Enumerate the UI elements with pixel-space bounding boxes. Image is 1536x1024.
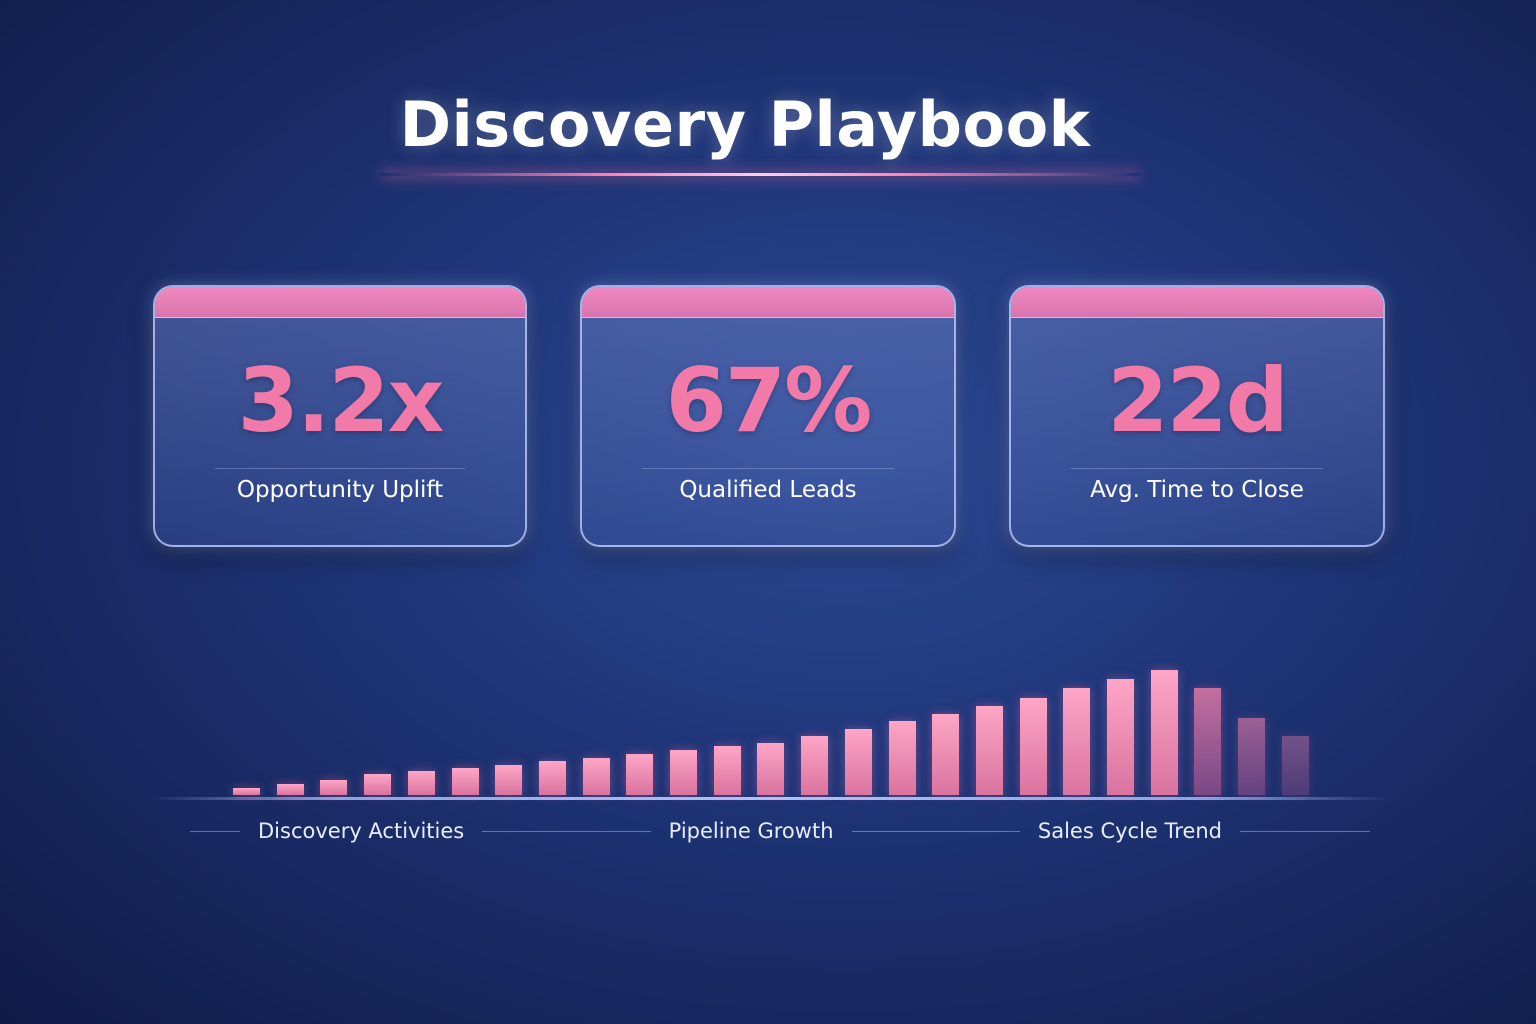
bar-chart [150,640,1390,810]
page-title: Discovery Playbook [399,88,1091,161]
divider [482,830,651,832]
divider [215,468,465,469]
chart-bar [451,767,479,795]
kpi-label: Avg. Time to Close [1090,477,1304,503]
chart-bar [364,773,392,795]
chart-bar [320,780,348,795]
chart-bar [1150,670,1178,795]
legend-pipeline-growth: Pipeline Growth [668,819,834,843]
chart-bar [801,736,829,795]
chart-bar [626,753,654,795]
chart-bar [713,746,741,795]
chart-bar [233,787,260,795]
chart-bar [1063,687,1091,795]
chart-bar [538,761,566,795]
chart-bar [975,706,1003,795]
kpi-value: 3.2x [237,349,445,452]
chart-legend: Discovery Activities Pipeline Growth Sal… [190,816,1370,846]
chart-bar [757,742,785,795]
title-underline [380,173,1140,176]
chart-bar [1107,678,1134,795]
divider [190,830,240,832]
divider [851,830,1020,832]
kpi-value: 67% [665,349,873,452]
kpi-label: Qualified Leads [679,477,857,503]
chart-bar [495,765,523,795]
kpi-label: Opportunity Uplift [236,477,444,503]
legend-discovery-activities: Discovery Activities [258,819,465,843]
chart-bar [844,728,872,795]
kpi-value: 22d [1107,349,1288,452]
kpi-card-time-to-close: 22d Avg. Time to Close [1009,285,1385,547]
divider [642,468,894,469]
divider [1240,830,1370,832]
chart-bar [1194,687,1222,795]
chart-bar [888,721,916,795]
kpi-card-qualified-leads: 67% Qualified Leads [580,285,956,547]
chart-bar [932,713,960,795]
card-header [1011,287,1383,318]
chart-bar [670,750,697,795]
chart-bar [1019,697,1047,795]
divider [1071,468,1323,469]
kpi-card-opportunity-uplift: 3.2x Opportunity Uplift [153,285,527,547]
chart-bar [1238,717,1266,795]
chart-bar [407,771,435,795]
chart-bar [276,783,304,795]
chart-bar [1281,736,1309,795]
legend-sales-cycle-trend: Sales Cycle Trend [1037,819,1222,843]
chart-bar [582,757,610,795]
card-header [582,287,954,318]
chart-baseline [150,797,1390,800]
card-header [155,287,525,318]
